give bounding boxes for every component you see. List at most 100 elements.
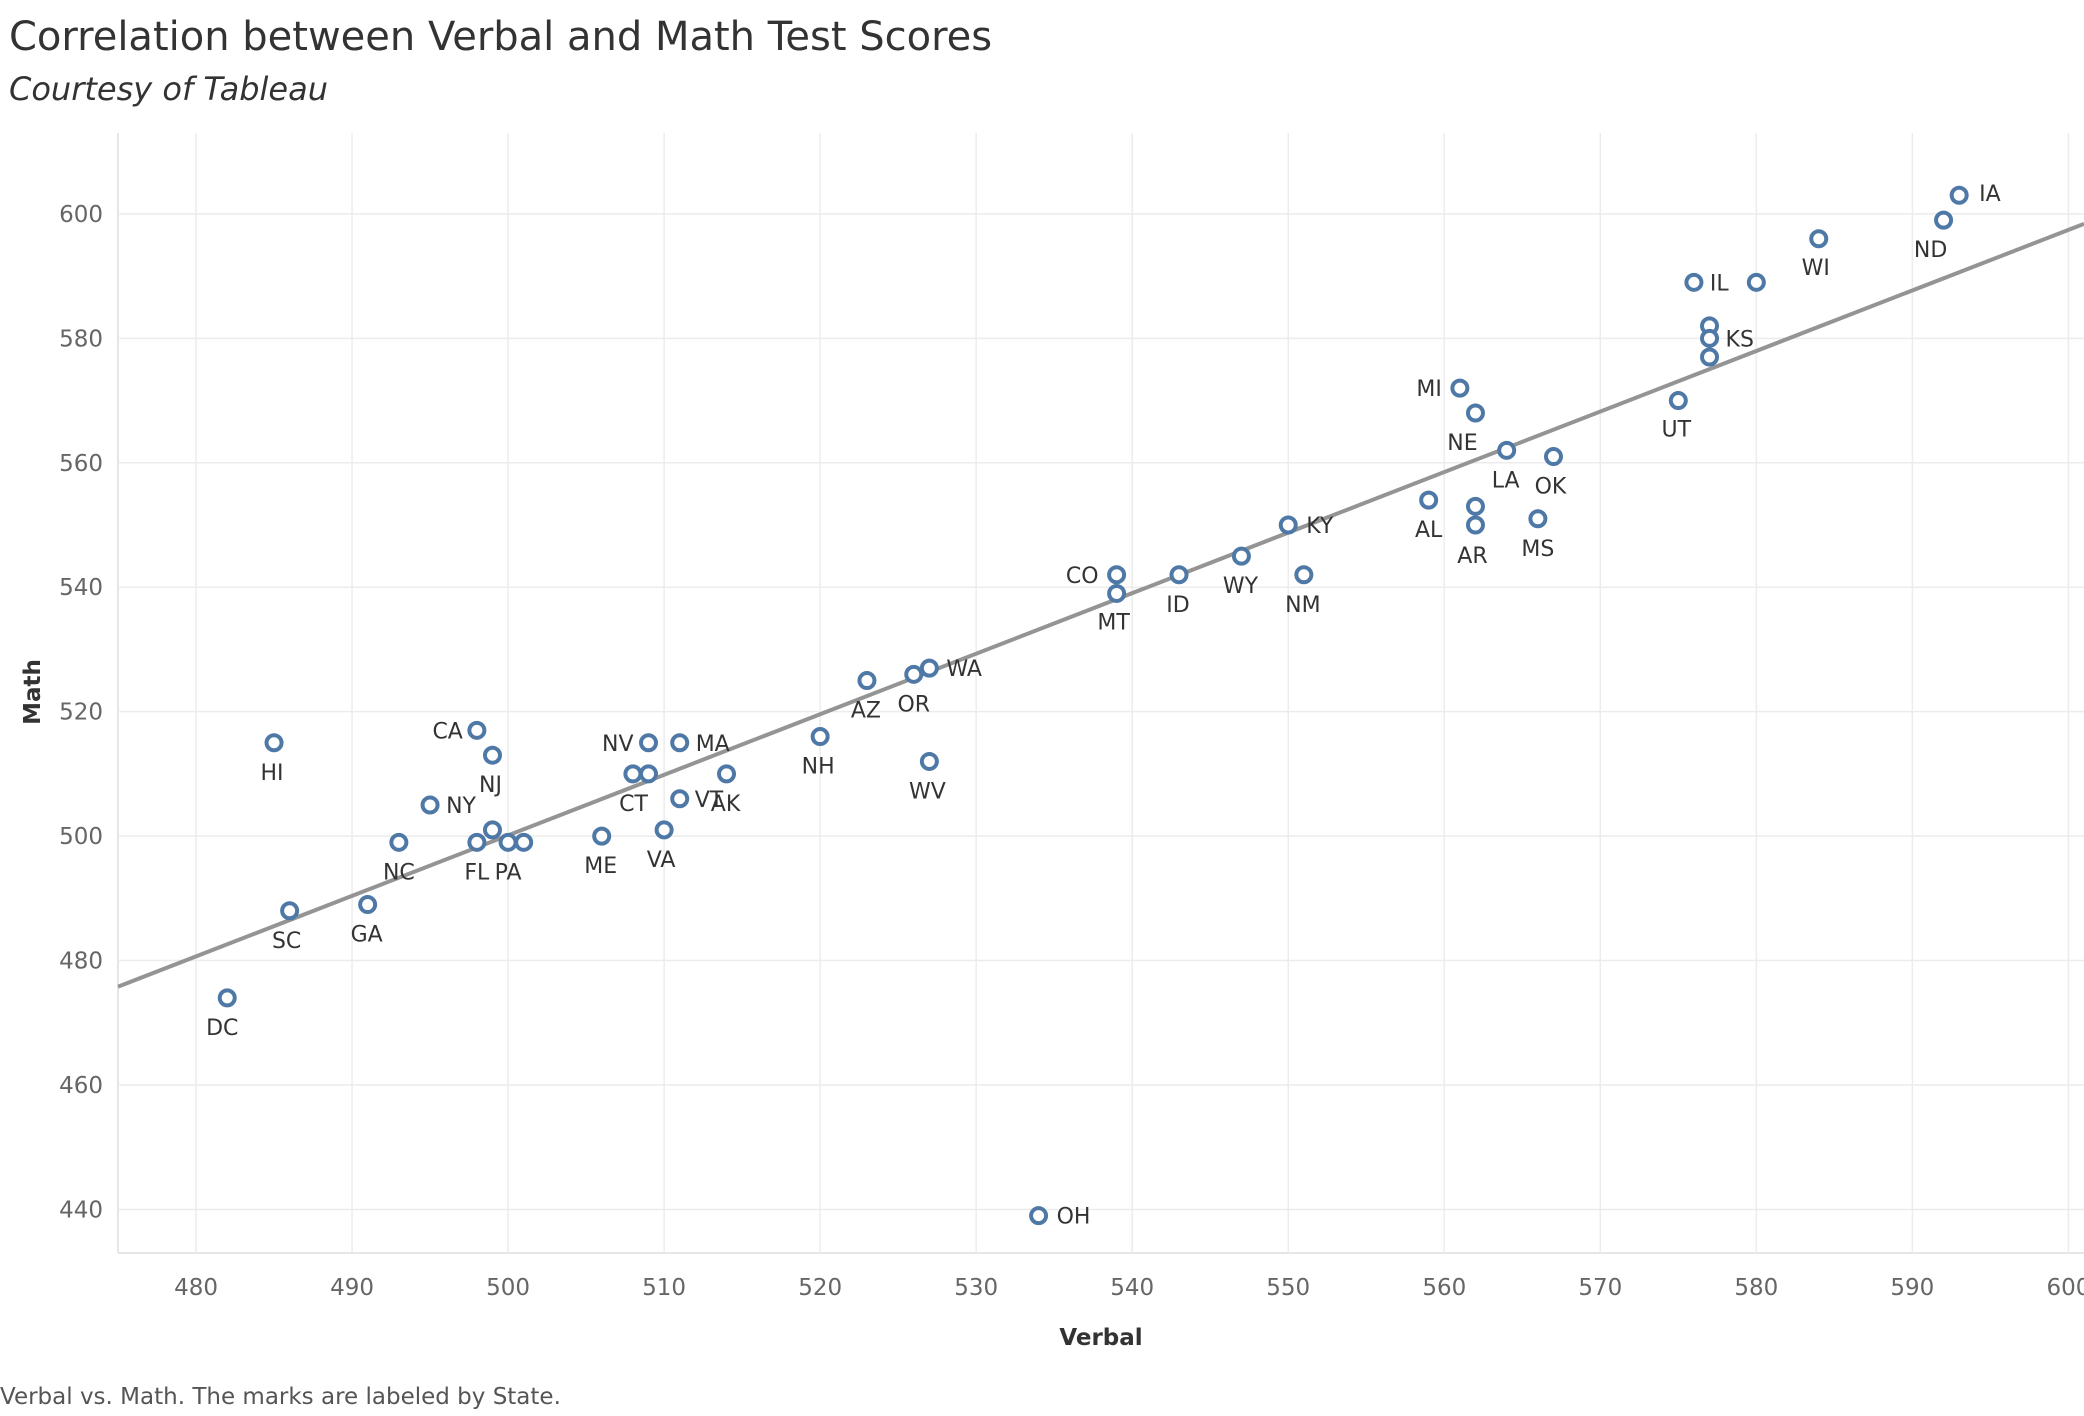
point-label: NJ [479, 773, 502, 798]
point-label: VT [695, 788, 724, 813]
data-point [1543, 447, 1563, 467]
x-tick-label: 570 [1578, 1275, 1622, 1301]
point-label: WA [946, 657, 982, 682]
data-point [670, 733, 690, 753]
point-label: OR [897, 692, 930, 717]
data-point [498, 832, 518, 852]
x-tick-label: 560 [1422, 1275, 1466, 1301]
data-point [654, 820, 674, 840]
point-label: WV [909, 779, 946, 804]
tick-labels: 480 490 500 510 520 530 540 550 560 570 580 590 600 4… [59, 202, 2084, 1301]
data-point [1029, 1206, 1049, 1226]
data-point [264, 733, 284, 753]
grid-lines [117, 133, 2084, 1254]
data-point [919, 751, 939, 771]
point-label: VA [647, 848, 676, 873]
point-label: MT [1097, 610, 1130, 635]
data-point [1465, 496, 1485, 516]
data-point [280, 901, 300, 921]
data-point [857, 671, 877, 691]
point-label: OH [1057, 1205, 1091, 1230]
data-point [1107, 583, 1127, 603]
point-label: KY [1306, 514, 1334, 539]
point-label: NM [1285, 593, 1320, 618]
x-tick-label: 510 [642, 1275, 686, 1301]
point-label: MI [1416, 377, 1441, 402]
data-point [482, 820, 502, 840]
data-point [623, 764, 643, 784]
point-label: MA [696, 732, 730, 757]
data-point [1169, 565, 1189, 585]
data-point [1107, 565, 1127, 585]
point-label: ME [584, 854, 617, 879]
data-point [420, 795, 440, 815]
y-tick-label: 580 [59, 326, 103, 352]
x-tick-label: 480 [174, 1275, 218, 1301]
data-point [467, 832, 487, 852]
data-point [514, 832, 534, 852]
point-label: AK [711, 792, 741, 817]
data-point [1809, 229, 1829, 249]
point-label: IL [1710, 271, 1729, 296]
x-tick-label: 550 [1266, 1275, 1310, 1301]
point-label: GA [351, 923, 383, 948]
point-label: OK [1535, 475, 1567, 500]
point-label: WY [1223, 574, 1259, 599]
point-label: NY [446, 794, 476, 819]
data-point [810, 727, 830, 747]
point-label: NC [383, 860, 415, 885]
data-point [1528, 509, 1548, 529]
data-point [592, 826, 612, 846]
data-point [467, 720, 487, 740]
y-tick-label: 600 [59, 202, 103, 228]
data-point [1419, 490, 1439, 510]
point-label: HI [261, 761, 284, 786]
x-tick-label: 500 [486, 1275, 530, 1301]
chart-caption: Verbal vs. Math. The marks are labeled b… [0, 1384, 561, 1410]
y-tick-label: 560 [59, 451, 103, 477]
y-tick-label: 480 [59, 949, 103, 975]
data-point [389, 832, 409, 852]
point-label: CT [619, 792, 648, 817]
y-tick-label: 540 [59, 575, 103, 601]
data-point [1465, 403, 1485, 423]
x-tick-label: 540 [1110, 1275, 1154, 1301]
data-point [1450, 378, 1470, 398]
point-label: DC [206, 1016, 238, 1041]
data-point [904, 664, 924, 684]
data-point [217, 988, 237, 1008]
trend-line-layer [117, 221, 2084, 989]
point-label: AR [1457, 544, 1487, 569]
chart-title: Correlation between Verbal and Math Test… [9, 14, 993, 60]
x-tick-label: 530 [954, 1275, 998, 1301]
y-tick-label: 460 [59, 1073, 103, 1099]
y-tick-label: 500 [59, 824, 103, 850]
point-label: AL [1415, 518, 1443, 543]
data-point [1746, 272, 1766, 292]
point-label: AZ [851, 699, 881, 724]
data-point [670, 789, 690, 809]
data-point [717, 764, 737, 784]
point-label: NE [1447, 431, 1477, 456]
data-point [639, 764, 659, 784]
data-points [217, 185, 1969, 1226]
x-tick-label: 590 [1890, 1275, 1934, 1301]
data-point [1700, 347, 1720, 367]
point-label: PA [495, 860, 522, 885]
point-label: WI [1802, 256, 1830, 281]
point-labels: IA ND WI IL KS UT MI NE LA OK AL AR MS KY WY NM ID CO MT WA… [206, 182, 2001, 1229]
y-axis-label: Math [20, 659, 46, 725]
chart-subtitle: Courtesy of Tableau [9, 70, 328, 108]
point-label: NH [802, 755, 835, 780]
data-point [1278, 515, 1298, 535]
point-label: LA [1492, 468, 1520, 493]
x-axis-label: Verbal [1059, 1325, 1142, 1351]
data-point [1294, 565, 1314, 585]
data-point [1668, 391, 1688, 411]
x-tick-label: 490 [330, 1275, 374, 1301]
data-point [639, 733, 659, 753]
data-point [482, 745, 502, 765]
data-point [1700, 328, 1720, 348]
point-label: SC [272, 929, 301, 954]
